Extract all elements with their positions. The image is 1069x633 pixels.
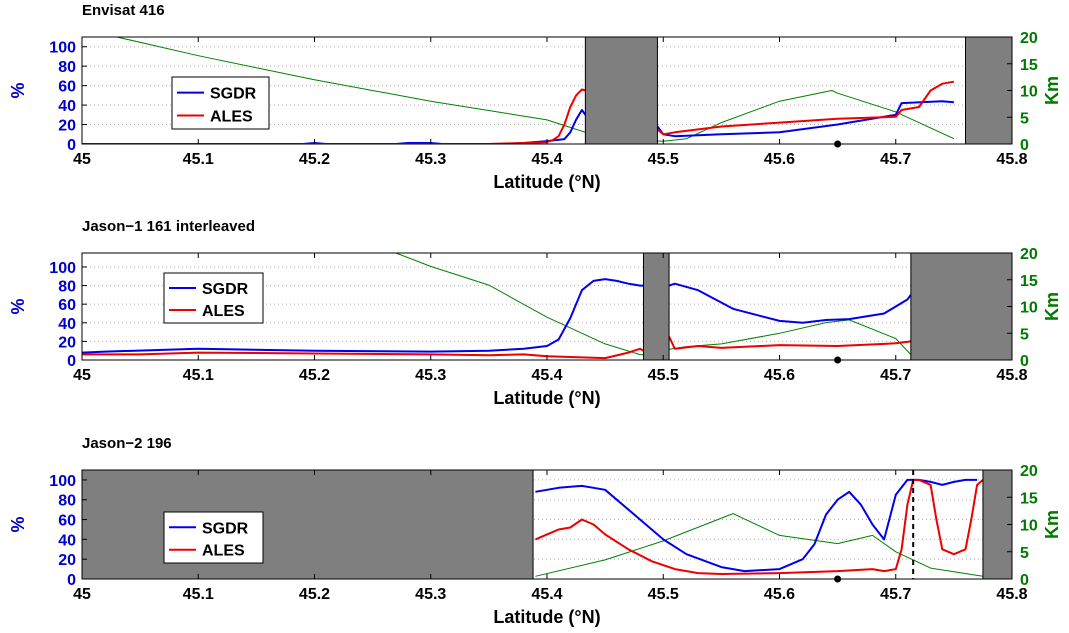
y-tick-label: 100 xyxy=(49,260,76,277)
x-tick-label: 45.8 xyxy=(996,151,1027,168)
chart-title: Envisat 416 xyxy=(82,2,165,19)
y-tick-label: 20 xyxy=(58,118,76,135)
legend-box xyxy=(163,511,264,564)
x-tick-label: 45.6 xyxy=(764,367,795,384)
x-tick-label: 45.2 xyxy=(299,586,330,603)
y-tick-label: 100 xyxy=(49,473,76,490)
legend-box xyxy=(171,76,270,130)
y-axis-label: % xyxy=(8,516,28,532)
y-tick-label: 40 xyxy=(58,98,76,115)
y-right-tick-label: 5 xyxy=(1020,545,1029,562)
x-tick-label: 45.7 xyxy=(880,367,911,384)
y-right-tick-label: 5 xyxy=(1020,110,1029,127)
y-axis-label: % xyxy=(8,82,28,98)
y-right-tick-label: 10 xyxy=(1020,518,1038,535)
x-tick-label: 45 xyxy=(73,151,91,168)
y-tick-label: 0 xyxy=(67,353,76,370)
legend: SGDR ALES xyxy=(163,511,264,564)
y-right-tick-label: 5 xyxy=(1020,326,1029,343)
x-tick-label: 45 xyxy=(73,586,91,603)
x-tick-label: 45.2 xyxy=(299,367,330,384)
y-tick-label: 20 xyxy=(58,334,76,351)
y-axis-label: % xyxy=(8,298,28,314)
legend-label: ALES xyxy=(210,108,253,125)
y-right-tick-label: 10 xyxy=(1020,84,1038,101)
x-axis-label: Latitude (°N) xyxy=(493,607,600,627)
ales-line xyxy=(535,478,984,575)
y-tick-label: 60 xyxy=(58,513,76,530)
ales-line xyxy=(82,335,912,360)
x-tick-label: 45.6 xyxy=(764,586,795,603)
data-gap-box xyxy=(642,252,670,361)
x-tick-label: 45.8 xyxy=(996,367,1027,384)
y-right-tick-label: 20 xyxy=(1020,246,1038,263)
x-tick-label: 45.4 xyxy=(531,151,562,168)
chart-panel-3: Jason−2 196 45 45.1 45.2 45.3 45.4 45.5 45.6 45.… xyxy=(8,435,1062,627)
y-tick-label: 60 xyxy=(58,297,76,314)
legend: SGDR ALES xyxy=(171,76,270,130)
y-tick-label: 60 xyxy=(58,79,76,96)
x-tick-label: 45.3 xyxy=(415,151,446,168)
x-tick-label: 45.1 xyxy=(183,586,214,603)
y-tick-label: 100 xyxy=(49,40,76,57)
data-gap-box xyxy=(910,252,1013,361)
x-tick-label: 45.7 xyxy=(880,151,911,168)
y-right-tick-label: 15 xyxy=(1020,273,1038,290)
x-tick-label: 45.7 xyxy=(880,586,911,603)
x-tick-label: 45.4 xyxy=(531,367,562,384)
chart-panel-2: Jason−1 161 interleaved 45 45.1 45.2 45.3 45.… xyxy=(8,218,1062,408)
chart-title: Jason−1 161 interleaved xyxy=(82,218,255,235)
y-right-tick-label: 15 xyxy=(1020,490,1038,507)
y-tick-label: 40 xyxy=(58,316,76,333)
legend-label: SGDR xyxy=(210,86,257,103)
y-tick-label: 80 xyxy=(58,59,76,76)
y-right-axis-label: Km xyxy=(1042,510,1062,539)
y-right-tick-label: 20 xyxy=(1020,463,1038,480)
x-tick-label: 45.5 xyxy=(648,151,679,168)
y-right-tick-label: 0 xyxy=(1020,353,1029,370)
x-tick-label: 45.6 xyxy=(764,151,795,168)
legend-label: ALES xyxy=(202,543,245,560)
distance-line xyxy=(116,37,955,142)
distance-line xyxy=(535,513,983,577)
y-tick-label: 40 xyxy=(58,532,76,549)
sgdr-line xyxy=(82,278,912,354)
x-tick-label: 45.4 xyxy=(531,586,562,603)
x-tick-label: 45 xyxy=(73,367,91,384)
y-right-axis-label: Km xyxy=(1042,292,1062,321)
legend: SGDR ALES xyxy=(163,272,264,324)
y-tick-label: 20 xyxy=(58,552,76,569)
chart-panel-1: Envisat 416 45 45.1 45.2 45.3 45.4 45.5 45.6 45.… xyxy=(8,2,1062,192)
legend-box xyxy=(163,272,264,324)
x-tick-label: 45.5 xyxy=(648,367,679,384)
legend-label: ALES xyxy=(202,303,245,320)
x-tick-label: 45.8 xyxy=(996,586,1027,603)
y-right-tick-label: 15 xyxy=(1020,57,1038,74)
x-tick-label: 45.1 xyxy=(183,151,214,168)
data-gap-box xyxy=(965,36,1013,145)
x-tick-label: 45.2 xyxy=(299,151,330,168)
legend-label: SGDR xyxy=(202,520,249,537)
y-right-tick-label: 0 xyxy=(1020,137,1029,154)
data-gap-box xyxy=(81,469,534,580)
y-right-tick-label: 20 xyxy=(1020,30,1038,47)
y-right-tick-label: 0 xyxy=(1020,572,1029,589)
y-tick-label: 80 xyxy=(58,493,76,510)
legend-label: SGDR xyxy=(202,281,249,298)
x-tick-label: 45.3 xyxy=(415,586,446,603)
chart-title: Jason−2 196 xyxy=(82,435,172,452)
x-tick-label: 45.1 xyxy=(183,367,214,384)
y-tick-label: 0 xyxy=(67,137,76,154)
x-axis-label: Latitude (°N) xyxy=(493,172,600,192)
y-tick-label: 80 xyxy=(58,279,76,296)
y-right-axis-label: Km xyxy=(1042,76,1062,105)
data-gap-box xyxy=(584,36,658,145)
y-right-tick-label: 10 xyxy=(1020,300,1038,317)
x-tick-label: 45.5 xyxy=(648,586,679,603)
x-tick-label: 45.3 xyxy=(415,367,446,384)
x-axis-label: Latitude (°N) xyxy=(493,388,600,408)
y-tick-label: 0 xyxy=(67,572,76,589)
